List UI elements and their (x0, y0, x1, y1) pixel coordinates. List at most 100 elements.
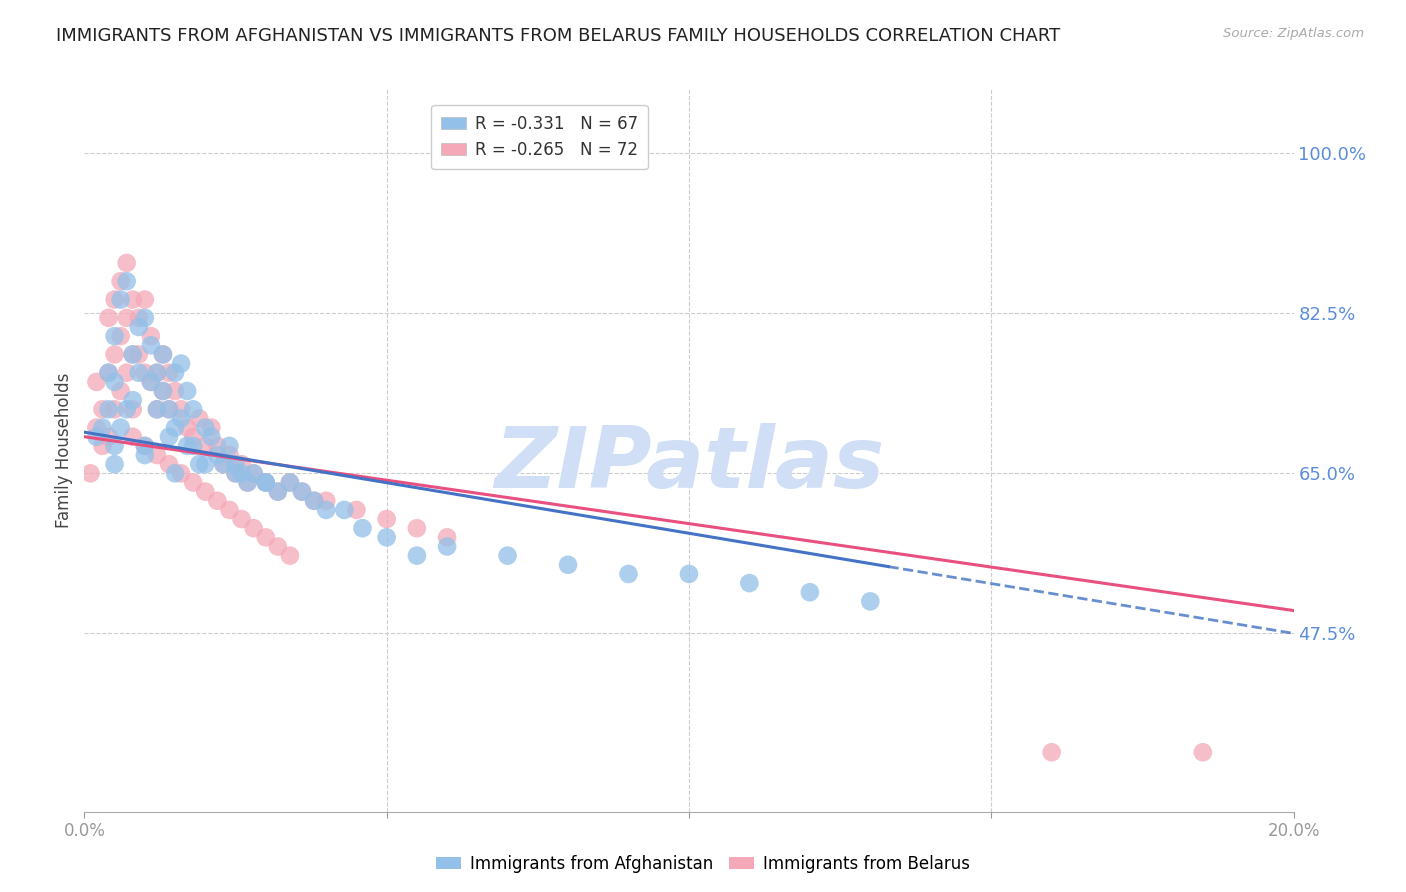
Point (236, 475, 259, 490)
Point (91, 420, 114, 434)
Point (242, 467, 264, 481)
Point (333, 503, 356, 517)
Point (225, 467, 247, 481)
Point (291, 484, 314, 499)
Point (302, 493, 325, 508)
Point (859, 594, 882, 608)
Point (139, 338, 162, 352)
Point (115, 402, 138, 417)
Point (97, 310, 120, 325)
Point (200, 430, 222, 444)
Point (170, 357, 193, 371)
Point (799, 585, 821, 599)
Point (152, 347, 174, 361)
Point (165, 384, 187, 398)
Point (157, 366, 180, 380)
Point (146, 366, 169, 380)
Point (121, 293, 143, 307)
Point (152, 384, 174, 398)
Point (278, 475, 301, 490)
Point (181, 475, 204, 490)
Text: ZIPatlas: ZIPatlas (494, 424, 884, 507)
Point (121, 347, 143, 361)
Point (176, 439, 198, 453)
Point (110, 274, 132, 288)
Point (139, 375, 162, 389)
Point (1192, 745, 1215, 759)
Point (165, 467, 187, 481)
Point (86, 420, 108, 434)
Point (134, 366, 156, 380)
Point (104, 439, 127, 453)
Legend: R = -0.331   N = 67, R = -0.265   N = 72: R = -0.331 N = 67, R = -0.265 N = 72 (432, 104, 648, 169)
Point (157, 457, 180, 471)
Point (152, 347, 174, 361)
Point (678, 566, 700, 581)
Point (176, 384, 198, 398)
Point (157, 430, 180, 444)
Point (212, 457, 235, 471)
Point (375, 530, 398, 544)
Point (86, 375, 108, 389)
Point (346, 503, 368, 517)
Point (104, 375, 127, 389)
Point (212, 457, 235, 471)
Point (181, 439, 204, 453)
Point (165, 366, 187, 380)
Point (104, 293, 127, 307)
Point (207, 439, 229, 453)
Point (170, 402, 193, 417)
Point (176, 420, 198, 434)
Point (496, 549, 519, 563)
Point (188, 411, 211, 425)
Point (254, 475, 277, 490)
Point (104, 347, 127, 361)
Point (738, 576, 761, 591)
Point (267, 484, 290, 499)
Point (104, 329, 127, 343)
Point (170, 411, 193, 425)
Point (207, 448, 229, 462)
Point (242, 521, 264, 535)
Point (267, 540, 290, 554)
Point (104, 457, 127, 471)
Point (115, 310, 138, 325)
Point (104, 402, 127, 417)
Point (91, 402, 114, 417)
Point (194, 457, 217, 471)
Point (97, 366, 120, 380)
Point (291, 484, 314, 499)
Point (152, 384, 174, 398)
Point (110, 329, 132, 343)
Point (79, 467, 101, 481)
Point (352, 521, 374, 535)
Point (139, 375, 162, 389)
Point (110, 384, 132, 398)
Point (225, 457, 247, 471)
Point (110, 420, 132, 434)
Point (242, 467, 264, 481)
Point (121, 393, 143, 408)
Point (218, 448, 240, 462)
Point (181, 402, 204, 417)
Point (181, 430, 204, 444)
Point (254, 530, 277, 544)
Point (207, 493, 229, 508)
Point (128, 347, 150, 361)
Point (134, 448, 156, 462)
Point (110, 293, 132, 307)
Point (97, 402, 120, 417)
Point (86, 430, 108, 444)
Point (146, 402, 169, 417)
Point (97, 366, 120, 380)
Point (194, 420, 217, 434)
Point (236, 475, 259, 490)
Point (115, 366, 138, 380)
Point (436, 530, 458, 544)
Point (121, 402, 143, 417)
Point (134, 439, 156, 453)
Point (218, 439, 240, 453)
Point (278, 549, 301, 563)
Point (157, 402, 180, 417)
Point (225, 467, 247, 481)
